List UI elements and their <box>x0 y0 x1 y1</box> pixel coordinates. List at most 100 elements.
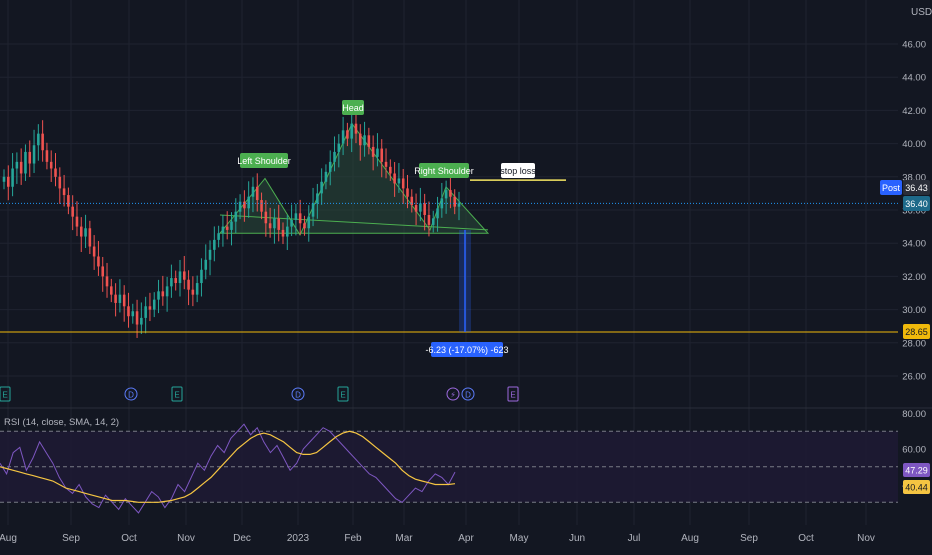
candle-body <box>410 196 414 206</box>
rsi-ma-value-text: 40.44 <box>905 483 928 493</box>
candle-body <box>380 148 384 162</box>
candle-body <box>170 278 173 287</box>
event-marker-dividend[interactable]: D <box>291 387 305 401</box>
candle-body <box>298 213 302 224</box>
candle-body <box>268 223 272 229</box>
last-price-tag-bg <box>903 180 930 195</box>
event-marker-split[interactable]: ⚡ <box>446 387 460 401</box>
candle-body <box>457 203 461 207</box>
candle-body <box>15 161 19 169</box>
candle-body <box>7 176 10 187</box>
event-marker-earnings[interactable]: E <box>337 386 349 402</box>
candle-body <box>58 176 62 189</box>
time-tick-label: Dec <box>233 533 251 544</box>
pattern-shape[interactable] <box>218 122 490 236</box>
event-marker-earnings[interactable]: E <box>171 386 183 402</box>
candle-body <box>251 186 255 197</box>
time-tick-label: Sep <box>62 533 80 544</box>
candle-body <box>101 266 105 277</box>
stop-loss-label-bg <box>501 163 535 178</box>
candle-body <box>157 291 160 300</box>
candle-body <box>174 278 177 284</box>
event-marker-dividend[interactable]: D <box>461 387 475 401</box>
candle-body <box>67 195 70 207</box>
candle-body <box>195 283 199 295</box>
candle-body <box>444 190 448 199</box>
measure-label[interactable]: -6.23 (-17.07%) -623 <box>425 342 509 357</box>
candle-body <box>105 276 109 287</box>
candle-body <box>255 186 259 201</box>
candle-body <box>152 299 156 310</box>
event-markers[interactable]: E D E D E ⚡ D E <box>0 386 519 402</box>
support-price-tag-bg <box>903 324 930 339</box>
candle-body <box>264 211 268 224</box>
event-marker-earnings-upcoming[interactable]: E <box>507 386 519 402</box>
event-marker-letter: E <box>2 391 7 400</box>
candle-body <box>414 205 418 212</box>
candle-body <box>333 151 336 162</box>
right-shoulder-label-text: Right Shoulder <box>414 166 474 176</box>
rsi-ma-line[interactable] <box>0 430 456 503</box>
price-overlays[interactable]: Left Shoulder Head Right Shoulder stop loss… <box>0 100 930 357</box>
time-tick-label: May <box>510 533 529 544</box>
currency-label: USD <box>911 7 932 18</box>
rsi-ma-value-tag[interactable]: 40.44 <box>903 480 930 494</box>
time-tick-label: Aug <box>681 533 699 544</box>
support-price-tag[interactable]: 28.65 <box>903 324 930 339</box>
candle-body <box>384 161 388 167</box>
time-tick-label: Aug <box>0 533 17 544</box>
post-label[interactable]: Post <box>880 180 902 195</box>
time-tick-label: Nov <box>857 533 875 544</box>
rsi-line[interactable] <box>0 423 456 514</box>
measure-label-bg <box>431 342 503 357</box>
candle-body <box>71 206 74 217</box>
price-tick-label: 44.00 <box>902 73 926 84</box>
candle-body <box>97 256 100 267</box>
event-marker-border <box>0 386 11 402</box>
candle-body <box>273 218 276 229</box>
candle-body <box>401 178 405 189</box>
candle-body <box>397 178 401 184</box>
stop-loss-label[interactable]: stop loss <box>500 163 536 178</box>
head-label[interactable]: Head <box>342 100 364 115</box>
event-marker-dividend[interactable]: D <box>124 387 138 401</box>
price-tick-label: 30.00 <box>902 305 926 316</box>
post-label-text: Post <box>882 183 901 193</box>
time-axis[interactable]: Aug Sep Oct Nov Dec 2023 Feb Mar Apr May Jun Jul Aug… <box>0 533 875 544</box>
price-tick-label: 28.00 <box>902 338 926 349</box>
price-axis[interactable]: 46.0044.0042.0040.0038.0036.0034.0032.00… <box>902 40 926 383</box>
candle-body <box>200 269 203 284</box>
candle-body <box>376 148 379 157</box>
candle-body <box>307 216 311 229</box>
candle-body <box>204 259 208 270</box>
left-shoulder-label-text: Left Shoulder <box>237 156 291 166</box>
candle-body <box>238 201 242 212</box>
candle-body <box>11 168 14 187</box>
rsi-value-tag[interactable]: 47.29 <box>903 463 930 477</box>
candle-body <box>303 223 306 229</box>
candle-body <box>419 203 422 212</box>
candle-body <box>230 221 233 230</box>
event-marker-border <box>291 387 305 401</box>
candle-body <box>337 143 341 152</box>
candle-body <box>320 181 323 194</box>
right-shoulder-label[interactable]: Right Shoulder <box>414 163 474 178</box>
event-marker-earnings[interactable]: E <box>0 386 11 402</box>
candle-body <box>346 130 349 139</box>
candles <box>2 108 461 338</box>
candle-body <box>328 161 332 172</box>
candle-body <box>118 294 122 303</box>
event-marker-border <box>124 387 138 401</box>
candle-body <box>277 218 281 230</box>
candle-body <box>135 311 139 325</box>
candle-body <box>393 173 396 184</box>
last-price-tag[interactable]: 36.43 <box>903 180 930 195</box>
left-shoulder-label[interactable]: Left Shoulder <box>237 153 291 168</box>
post-price-tag-bg <box>903 196 930 211</box>
candle-body <box>148 306 152 310</box>
rsi-value-bg <box>903 463 930 477</box>
post-price-tag[interactable]: 36.40 <box>903 196 930 211</box>
